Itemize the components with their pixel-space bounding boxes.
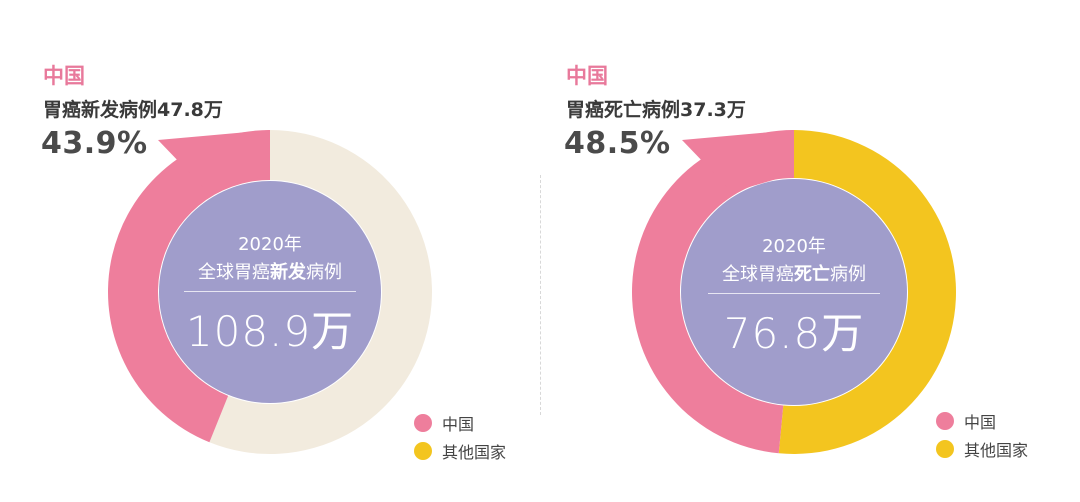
center-divider — [708, 293, 880, 294]
legend-label-china: 中国 — [442, 415, 475, 434]
subtitle-text: 胃癌新发病例 — [43, 99, 158, 121]
subtitle-text: 胃癌死亡病例 — [566, 99, 681, 121]
slice-china — [107, 130, 271, 443]
center-title-suffix: 病例 — [306, 262, 342, 283]
deaths-panel: 中国 胃癌死亡病例37.3万 48.5% 2020年 全球胃癌死亡病例 76.8… — [540, 0, 1080, 502]
slice-china — [632, 130, 794, 454]
center-title: 全球胃癌新发病例 — [160, 258, 380, 284]
center-title-bold: 新发 — [270, 262, 306, 283]
center-value: 108.9万 — [185, 307, 355, 356]
legend-item-china: 中国 — [414, 410, 506, 436]
legend-label-china: 中国 — [964, 413, 997, 432]
subtitle-number: 37.3万 — [680, 99, 746, 121]
center-divider — [184, 291, 356, 292]
donut-chart-new-cases — [107, 130, 432, 454]
slice-other-countries — [209, 130, 432, 454]
center-label: 2020年 全球胃癌新发病例 108.9万 — [160, 230, 380, 359]
new-cases-panel: 中国 胃癌新发病例47.8万 43.9% 2020年 全球胃癌新发病例 108.… — [41, 64, 506, 466]
legend-label-other: 其他国家 — [442, 443, 507, 462]
center-title-prefix: 全球胃癌 — [198, 262, 270, 283]
subtitle: 胃癌新发病例47.8万 — [43, 95, 223, 122]
center-year: 2020年 — [762, 236, 826, 257]
legend-item-other: 其他国家 — [936, 436, 1028, 462]
center-title-bold: 死亡 — [794, 264, 830, 285]
center-title-prefix: 全球胃癌 — [722, 264, 794, 285]
center-title-suffix: 病例 — [830, 264, 866, 285]
donut-chart-deaths — [632, 130, 956, 455]
china-slice-pointer — [158, 130, 270, 192]
subtitle-number: 47.8万 — [157, 99, 223, 121]
country-label: 中国 — [43, 64, 85, 88]
center-label: 2020年 全球胃癌死亡病例 76.8万 — [684, 232, 904, 361]
legend-label-other: 其他国家 — [964, 441, 1029, 460]
legend-item-other: 其他国家 — [414, 438, 506, 464]
legend: 中国 其他国家 — [936, 408, 1028, 464]
center-disk — [681, 179, 907, 405]
center-year: 2020年 — [238, 234, 302, 255]
subtitle: 胃癌死亡病例37.3万 — [566, 95, 746, 122]
country-label: 中国 — [566, 64, 608, 88]
china-percentage: 48.5% — [564, 126, 671, 161]
legend-dot-china — [414, 414, 432, 432]
legend-dot-other — [414, 442, 432, 460]
legend: 中国 其他国家 — [414, 410, 506, 466]
center-title: 全球胃癌死亡病例 — [684, 260, 904, 286]
china-percentage: 43.9% — [41, 126, 148, 161]
center-value: 76.8万 — [723, 309, 865, 358]
center-disk — [159, 181, 381, 403]
legend-item-china: 中国 — [936, 408, 1028, 434]
slice-other-countries — [778, 130, 956, 455]
china-slice-pointer — [682, 130, 794, 192]
panel-divider — [540, 175, 541, 415]
legend-dot-other — [936, 440, 954, 458]
legend-dot-china — [936, 412, 954, 430]
